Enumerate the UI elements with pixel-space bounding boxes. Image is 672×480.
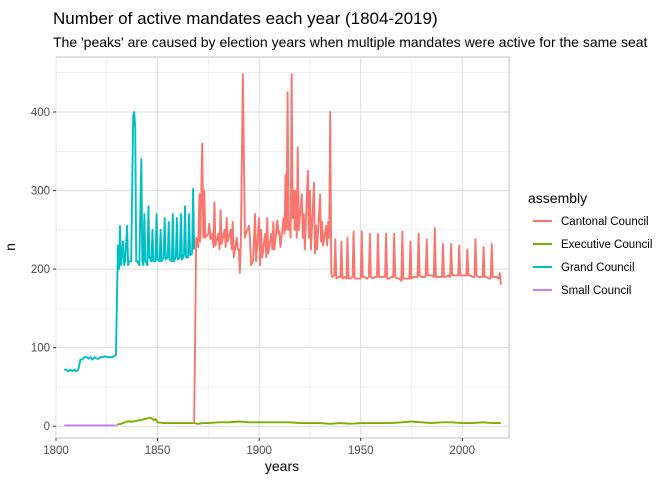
x-tick-label: 1850 xyxy=(145,445,171,457)
y-axis: 0 100 200 300 400 xyxy=(31,107,56,433)
x-tick-label: 1800 xyxy=(43,445,69,457)
legend-label-cantonal-council: Cantonal Council xyxy=(561,216,649,228)
legend-label-grand-council: Grand Council xyxy=(561,262,635,274)
grid-major xyxy=(55,57,509,438)
legend: assembly Cantonal Council Executive Counc… xyxy=(528,190,652,297)
chart-subtitle: The 'peaks' are caused by election years… xyxy=(53,34,648,50)
x-tick-label: 1900 xyxy=(246,445,272,457)
series-line-cantonal-council xyxy=(193,73,502,424)
y-tick-label: 0 xyxy=(44,421,50,433)
x-tick-label: 2000 xyxy=(449,445,475,457)
legend-label-small-council: Small Council xyxy=(561,285,631,297)
y-tick-label: 300 xyxy=(31,186,50,198)
chart-title: Number of active mandates each year (180… xyxy=(53,9,438,28)
y-tick-label: 100 xyxy=(31,343,50,355)
x-tick-label: 1950 xyxy=(348,445,374,457)
y-axis-title: n xyxy=(2,243,18,251)
plot-panel xyxy=(55,56,510,439)
x-axis-title: years xyxy=(265,458,299,474)
x-axis: 1800 1850 1900 1950 2000 xyxy=(43,438,475,457)
legend-label-executive-council: Executive Council xyxy=(561,239,652,251)
series-layer xyxy=(64,73,502,427)
series-line-executive-council xyxy=(116,416,501,426)
legend-title: assembly xyxy=(528,190,587,206)
y-tick-label: 200 xyxy=(31,264,50,276)
grid-minor xyxy=(56,57,509,438)
y-tick-label: 400 xyxy=(31,107,50,119)
series-line-grand-council xyxy=(64,111,196,373)
